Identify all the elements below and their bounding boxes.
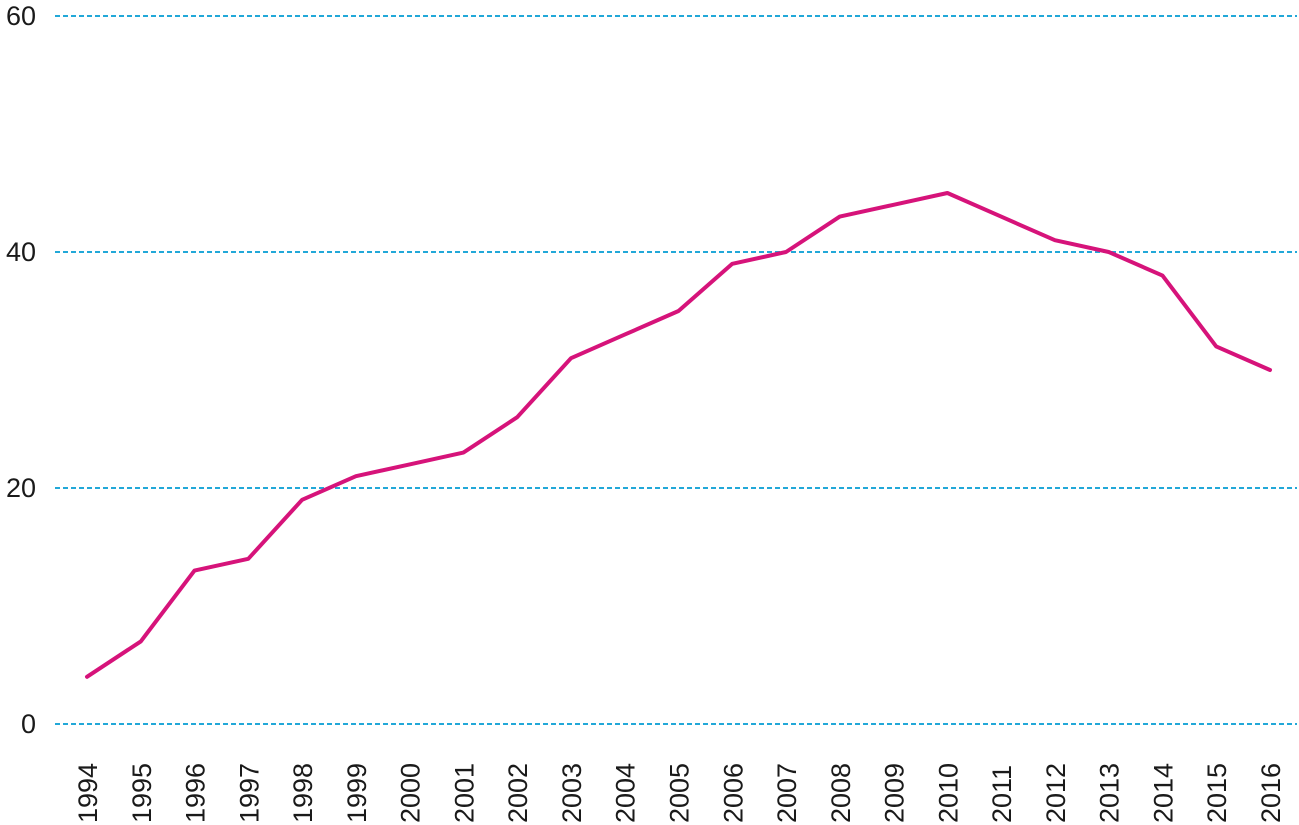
x-tick-label: 2006 [718,763,748,823]
x-tick-label: 2015 [1202,763,1232,823]
y-tick-label: 20 [6,473,36,503]
x-tick-label: 2004 [611,763,641,823]
x-tick-label: 2010 [933,763,963,823]
x-tick-label: 2002 [503,763,533,823]
x-tick-label: 2005 [665,763,695,823]
x-tick-label: 2011 [987,765,1017,823]
x-tick-label: 1997 [234,763,264,823]
x-tick-label: 2001 [449,763,479,823]
x-tick-label: 2008 [826,763,856,823]
y-axis-tick-labels: 0 20 40 60 [6,1,36,739]
x-tick-label: 2016 [1256,763,1286,823]
x-tick-label: 2009 [880,763,910,823]
x-tick-label: 2013 [1095,763,1125,823]
x-tick-label: 1994 [73,763,103,823]
x-tick-label: 2003 [557,763,587,823]
x-tick-label: 1998 [288,763,318,823]
x-axis-tick-labels: 1994 1995 1996 1997 1998 1999 2000 2001 2002 2003… [73,763,1286,823]
x-tick-label: 2014 [1148,763,1178,823]
x-tick-label: 2012 [1041,763,1071,823]
x-tick-label: 1996 [181,763,211,823]
x-tick-label: 2007 [772,763,802,823]
x-tick-label: 1995 [127,763,157,823]
gridlines [55,15,1297,725]
y-tick-label: 60 [6,1,36,31]
y-tick-label: 0 [21,709,36,739]
x-tick-label: 2000 [396,763,426,823]
x-tick-label: 1999 [342,763,372,823]
series-line [85,191,1272,679]
y-tick-label: 40 [6,237,36,267]
